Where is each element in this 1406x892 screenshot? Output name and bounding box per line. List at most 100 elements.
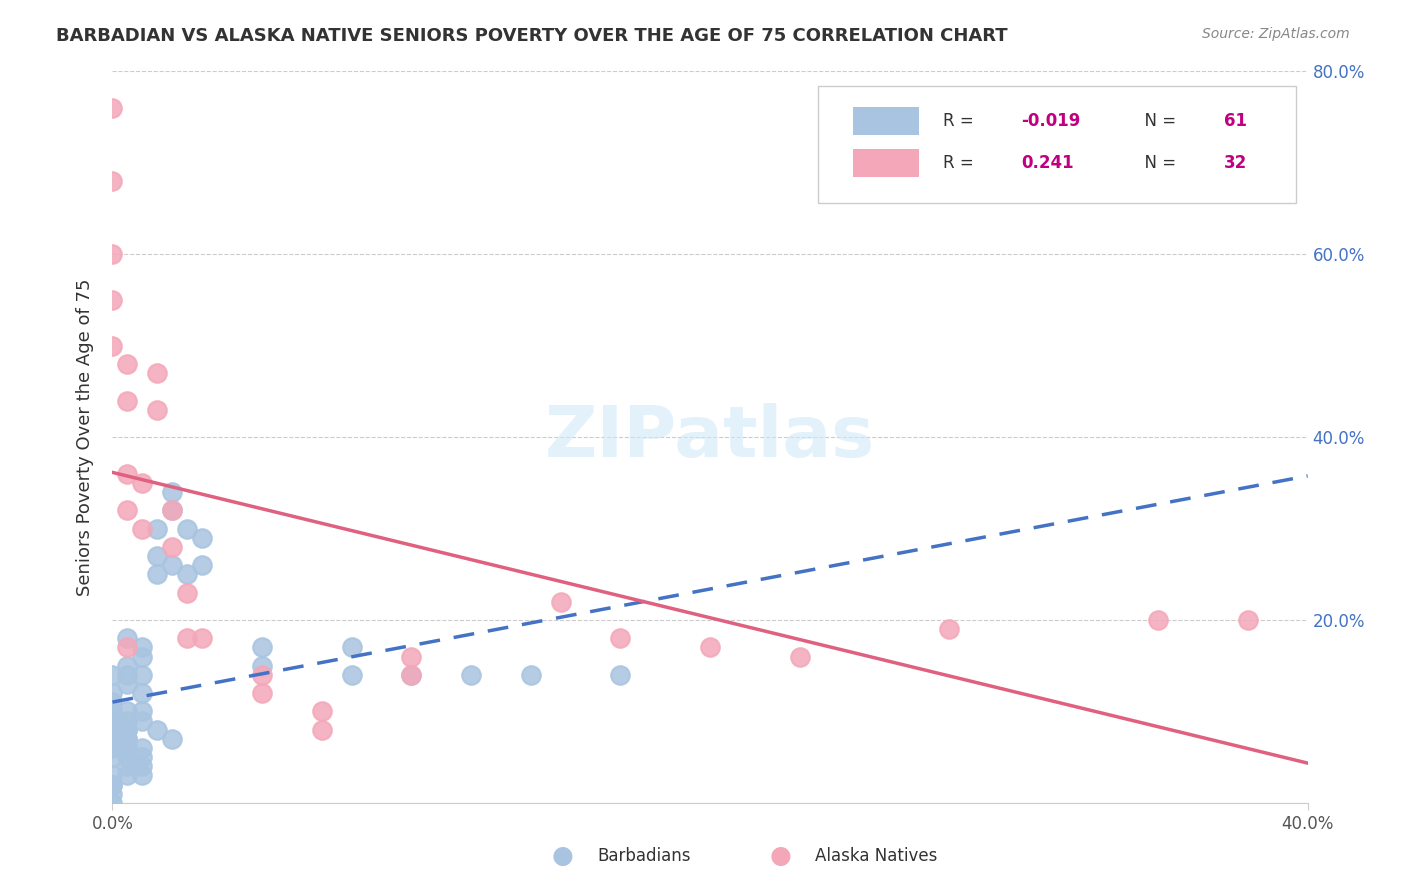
Point <box>117 750 139 764</box>
Point <box>101 768 124 782</box>
Point <box>117 759 139 773</box>
Point <box>117 393 139 408</box>
Text: 0.241: 0.241 <box>1021 153 1073 172</box>
Point <box>789 649 811 664</box>
Point <box>101 686 124 700</box>
Point <box>146 366 169 380</box>
Point <box>117 714 139 728</box>
Point <box>117 731 139 746</box>
Point <box>340 640 363 655</box>
Text: Barbadians: Barbadians <box>598 847 692 865</box>
Point <box>1237 613 1260 627</box>
Point <box>162 558 183 573</box>
Point <box>101 293 124 307</box>
Point <box>101 174 124 188</box>
Point <box>117 740 139 755</box>
Point <box>101 695 124 709</box>
Point <box>117 740 139 755</box>
Point <box>131 649 153 664</box>
Point <box>191 632 214 646</box>
Point <box>460 667 482 681</box>
Point <box>131 640 153 655</box>
Point <box>131 714 153 728</box>
Point <box>250 658 273 673</box>
Text: -0.019: -0.019 <box>1021 112 1080 130</box>
Point <box>311 705 333 719</box>
Point <box>101 750 124 764</box>
Point <box>131 521 153 535</box>
Bar <box>853 107 920 135</box>
Point <box>609 667 631 681</box>
Point <box>550 594 572 608</box>
FancyBboxPatch shape <box>818 86 1296 203</box>
Point <box>401 667 423 681</box>
Text: Source: ZipAtlas.com: Source: ZipAtlas.com <box>1202 27 1350 41</box>
Bar <box>853 149 920 177</box>
Point <box>101 247 124 261</box>
Point <box>117 705 139 719</box>
Point <box>101 787 124 801</box>
Point <box>101 338 124 352</box>
Point <box>131 759 153 773</box>
Point <box>699 640 721 655</box>
Text: ZIPatlas: ZIPatlas <box>546 402 875 472</box>
Point <box>938 622 960 636</box>
Text: ●: ● <box>769 845 792 868</box>
Point <box>609 632 631 646</box>
Point <box>176 632 198 646</box>
Point <box>191 531 214 545</box>
Point <box>162 485 183 500</box>
Point <box>101 778 124 792</box>
Point <box>131 740 153 755</box>
Point <box>176 585 198 599</box>
Point <box>101 667 124 681</box>
Point <box>101 705 124 719</box>
Point <box>117 667 139 681</box>
Text: 61: 61 <box>1225 112 1247 130</box>
Point <box>176 567 198 582</box>
Point <box>162 503 183 517</box>
Text: Alaska Natives: Alaska Natives <box>815 847 938 865</box>
Point <box>250 686 273 700</box>
Text: N =: N = <box>1135 112 1181 130</box>
Text: BARBADIAN VS ALASKA NATIVE SENIORS POVERTY OVER THE AGE OF 75 CORRELATION CHART: BARBADIAN VS ALASKA NATIVE SENIORS POVER… <box>56 27 1008 45</box>
Point <box>117 677 139 691</box>
Y-axis label: Seniors Poverty Over the Age of 75: Seniors Poverty Over the Age of 75 <box>76 278 94 596</box>
Point <box>1147 613 1170 627</box>
Point <box>520 667 543 681</box>
Point <box>401 649 423 664</box>
Point <box>250 640 273 655</box>
Point <box>311 723 333 737</box>
Text: 32: 32 <box>1225 153 1247 172</box>
Point <box>101 778 124 792</box>
Point <box>101 101 124 115</box>
Text: R =: R = <box>943 153 984 172</box>
Point <box>146 723 169 737</box>
Point <box>117 731 139 746</box>
Point <box>131 705 153 719</box>
Point <box>131 750 153 764</box>
Point <box>101 723 124 737</box>
Point <box>131 686 153 700</box>
Point <box>162 503 183 517</box>
Point <box>146 567 169 582</box>
Point <box>101 714 124 728</box>
Text: N =: N = <box>1135 153 1181 172</box>
Point <box>117 768 139 782</box>
Point <box>117 503 139 517</box>
Point <box>162 731 183 746</box>
Point <box>117 357 139 371</box>
Point <box>101 736 124 750</box>
Text: ●: ● <box>551 845 574 868</box>
Point <box>162 540 183 554</box>
Point <box>176 521 198 535</box>
Point <box>117 723 139 737</box>
Point <box>101 796 124 810</box>
Point <box>101 740 124 755</box>
Point <box>131 667 153 681</box>
Point <box>146 402 169 417</box>
Point <box>340 667 363 681</box>
Point <box>101 731 124 746</box>
Point <box>131 475 153 490</box>
Text: R =: R = <box>943 112 979 130</box>
